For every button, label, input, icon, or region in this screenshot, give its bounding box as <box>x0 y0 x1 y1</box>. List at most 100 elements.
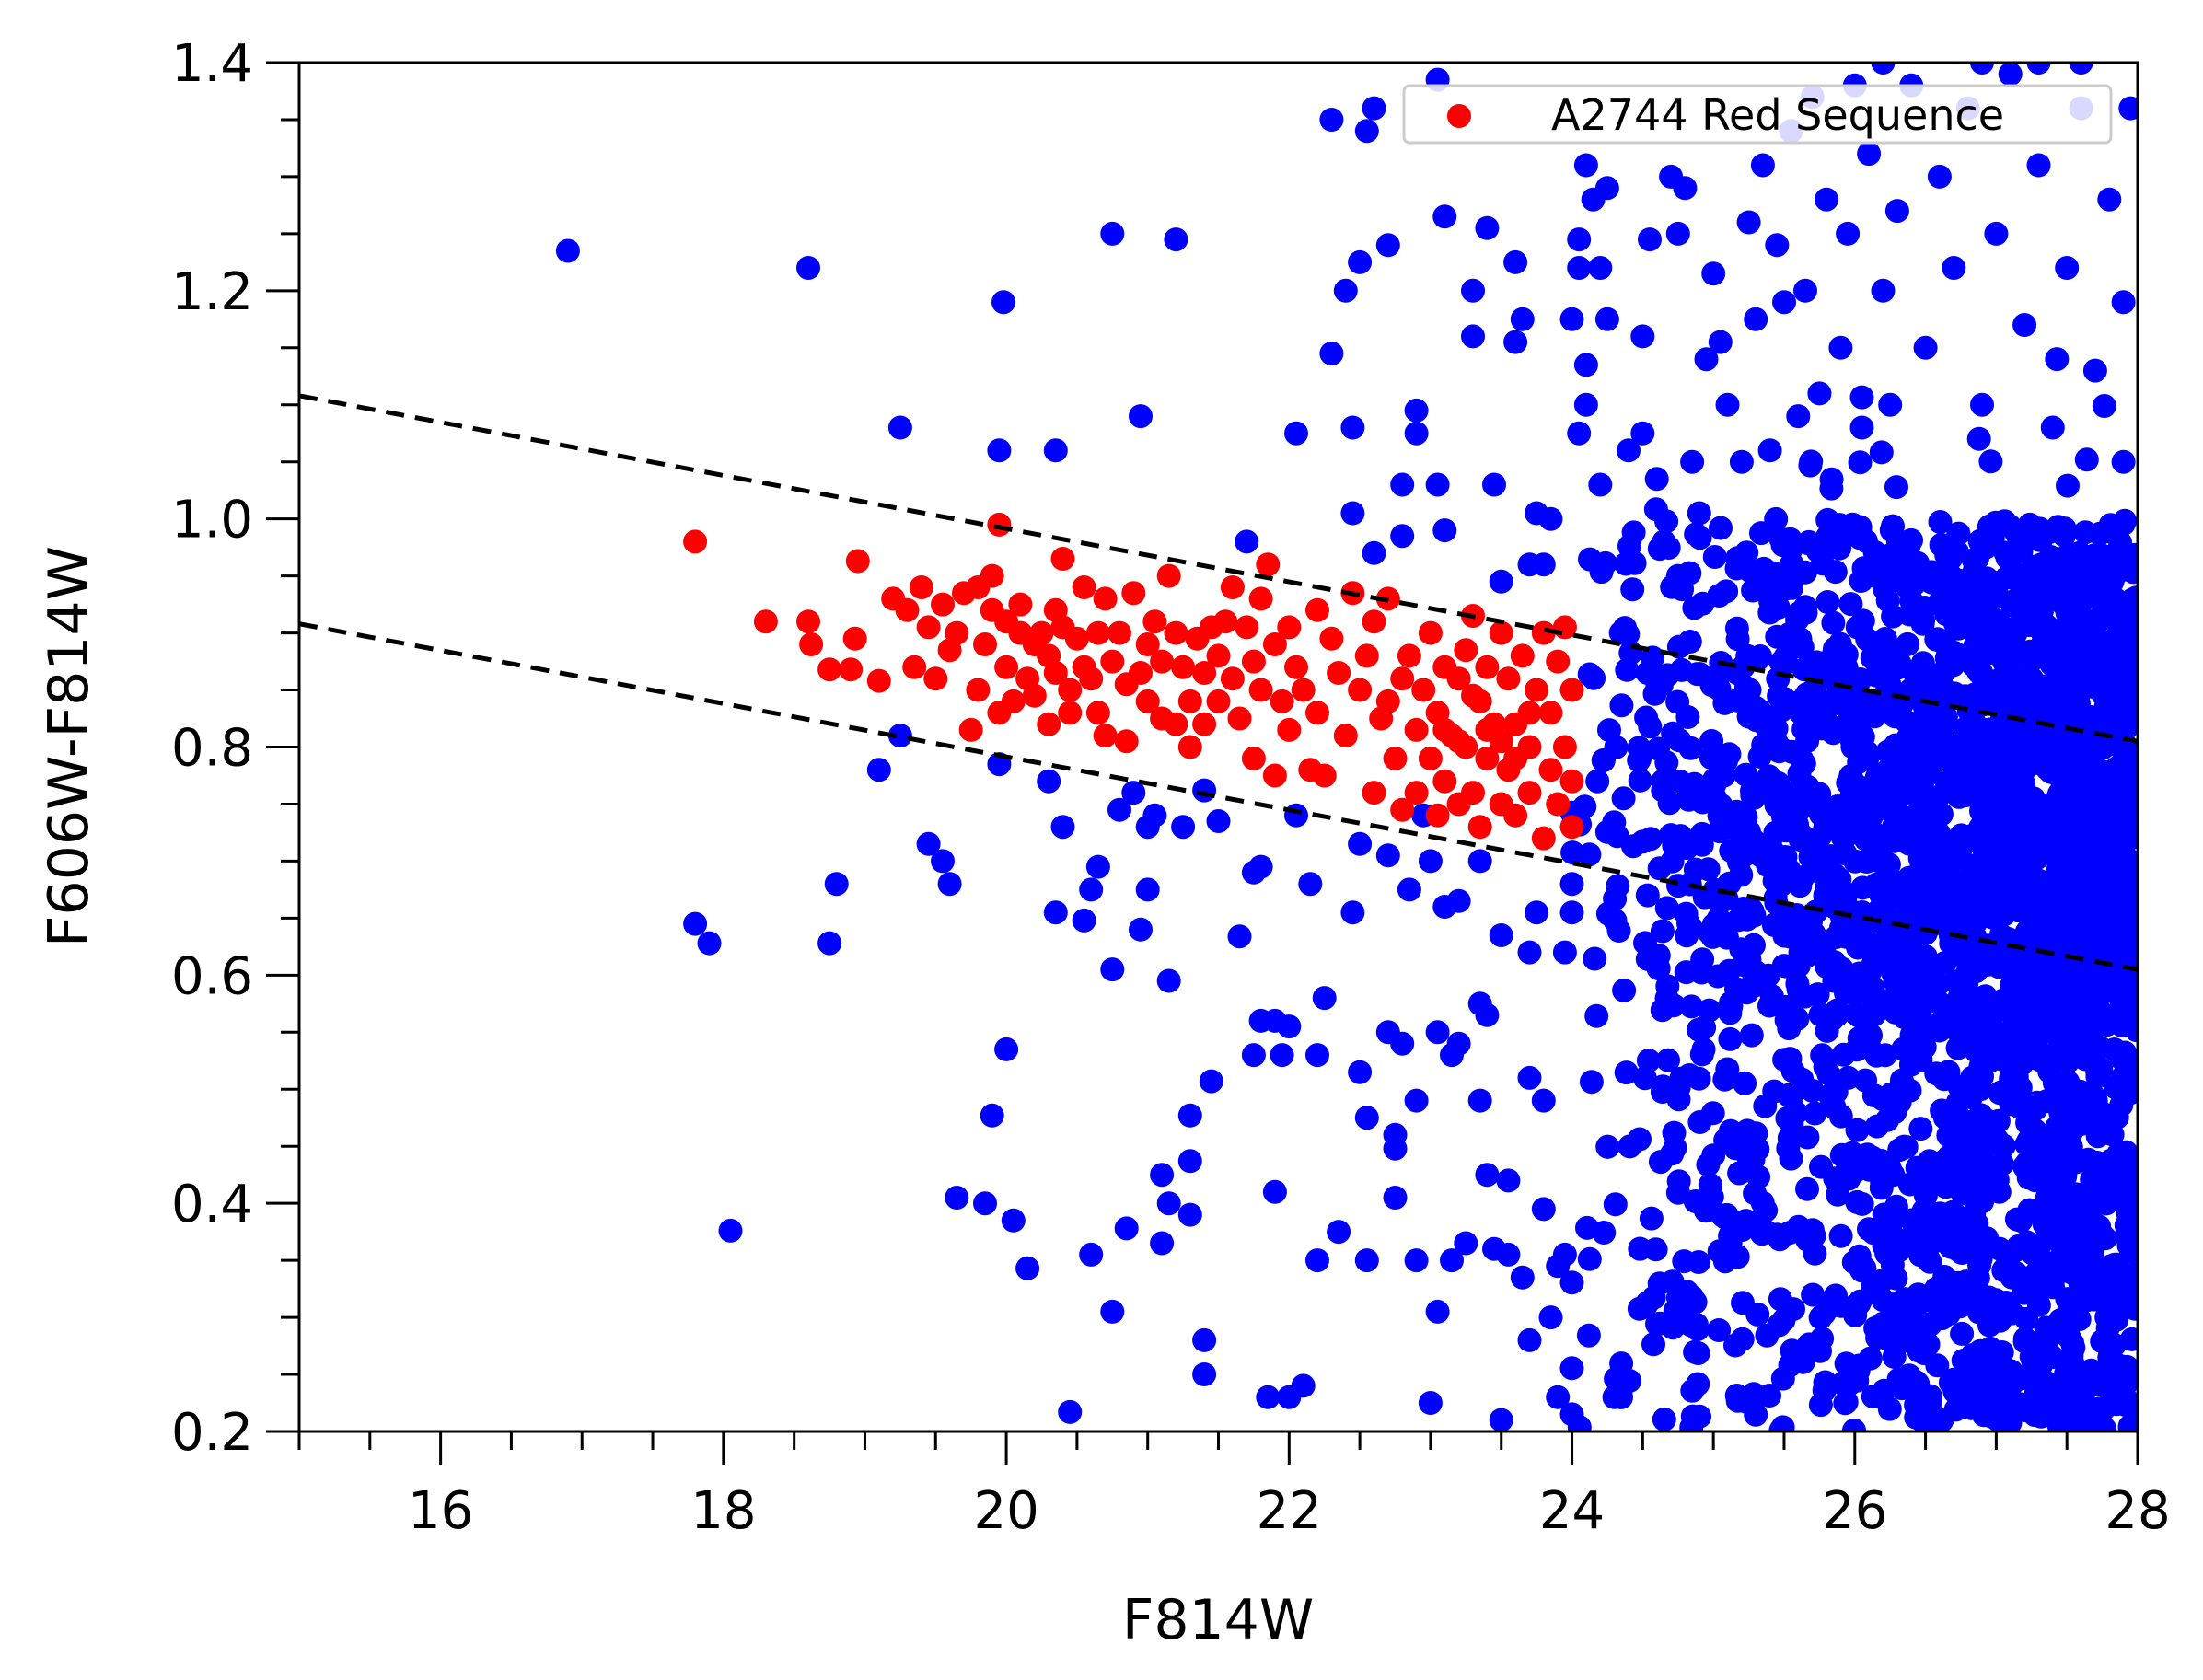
red-sequence-point <box>958 717 983 742</box>
red-sequence-point <box>1525 678 1549 702</box>
x-tick-label: 28 <box>2104 1481 2170 1541</box>
red-sequence-point <box>1559 678 1584 702</box>
all-sources-point <box>1177 1103 1202 1128</box>
all-sources-point <box>1730 1327 1755 1351</box>
all-sources-point <box>1702 545 1727 569</box>
red-sequence-point <box>1164 712 1188 736</box>
all-sources-point <box>2014 1132 2039 1157</box>
all-sources-point <box>1635 1291 1660 1315</box>
all-sources-point <box>1729 449 1754 474</box>
all-sources-point <box>1750 153 1775 178</box>
y-axis: 0.2 0.4 0.6 0.8 1.0 1.2 1.4 <box>171 34 299 1463</box>
all-sources-point <box>1837 1166 1861 1191</box>
all-sources-point <box>2044 1013 2069 1037</box>
x-tick-label: 26 <box>1822 1481 1887 1541</box>
all-sources-point <box>1881 604 1906 629</box>
all-sources-point <box>1298 872 1323 897</box>
all-sources-point <box>1913 335 1938 360</box>
all-sources-point <box>1834 1390 1859 1414</box>
all-sources-point <box>2047 828 2072 852</box>
all-sources-point <box>1917 754 1942 779</box>
red-sequence-point <box>1404 781 1429 805</box>
all-sources-point <box>1823 560 1848 585</box>
all-sources-point <box>1559 1270 1584 1295</box>
all-sources-point <box>1912 596 1937 620</box>
all-sources-point <box>1779 575 1803 600</box>
red-sequence-point <box>1546 649 1571 674</box>
red-sequence-point <box>845 549 870 574</box>
all-sources-point <box>1655 974 1680 999</box>
all-sources-point <box>1717 1234 1742 1259</box>
all-sources-point <box>931 849 955 874</box>
all-sources-point <box>1114 1216 1139 1241</box>
all-sources-point <box>1848 450 1873 475</box>
all-sources-point <box>2114 1008 2138 1033</box>
red-sequence-point <box>1418 620 1443 645</box>
all-sources-point <box>1970 1064 1994 1089</box>
all-sources-point <box>1942 1280 1966 1305</box>
all-sources-point <box>1715 392 1740 417</box>
all-sources-point <box>1960 1343 1985 1367</box>
red-sequence-boundaries <box>299 393 2138 972</box>
all-sources-point <box>1390 472 1415 497</box>
all-sources-point <box>1531 1088 1556 1113</box>
all-sources-point <box>2083 608 2108 633</box>
all-sources-point <box>2006 810 2031 835</box>
all-sources-point <box>2052 516 2077 541</box>
all-sources-point <box>1786 977 1811 1002</box>
all-sources-point <box>1617 438 1641 463</box>
all-sources-point <box>2116 1233 2138 1257</box>
red-sequence-point <box>1043 661 1068 685</box>
all-sources-point <box>1983 1390 2008 1415</box>
upper-boundary-line <box>299 393 2138 744</box>
all-sources-point <box>1440 1248 1464 1273</box>
all-sources-point <box>1884 475 1908 500</box>
all-sources-point <box>1702 772 1727 797</box>
all-sources-point <box>1679 994 1704 1019</box>
all-sources-point <box>1703 877 1727 902</box>
red-sequence-point <box>866 668 891 693</box>
legend: A2744 Red Sequence <box>1402 84 2113 145</box>
red-sequence-point <box>1085 620 1110 645</box>
all-sources-point <box>1725 547 1750 572</box>
all-sources-point <box>1489 1408 1513 1431</box>
all-sources-point <box>2040 415 2065 440</box>
red-sequence-point <box>1121 581 1146 606</box>
all-sources-point <box>1657 791 1682 816</box>
all-sources-point <box>1888 979 1913 1004</box>
all-sources-point <box>1635 883 1660 908</box>
all-sources-point <box>1496 1168 1521 1193</box>
legend-entry-red-sequence: A2744 Red Sequence <box>1551 90 2004 140</box>
all-sources-point <box>1965 1266 1990 1291</box>
red-sequence-point <box>1425 803 1450 828</box>
all-sources-point <box>1848 515 1873 539</box>
all-sources-point <box>2025 1361 2050 1386</box>
all-sources-point <box>1666 1169 1691 1194</box>
all-sources-point <box>1815 590 1840 614</box>
all-sources-point <box>1588 472 1613 497</box>
all-sources-point <box>1831 1042 1856 1067</box>
red-sequence-point <box>1375 689 1400 713</box>
all-sources-point <box>1930 1408 1954 1431</box>
all-sources-point <box>2004 1207 2029 1232</box>
all-sources-point <box>1517 940 1542 965</box>
all-sources-point <box>1552 940 1577 965</box>
x-axis: 16 18 20 22 24 26 28 <box>297 1431 2171 1541</box>
all-sources-point <box>1559 307 1584 331</box>
all-sources-point <box>1762 1079 1787 1104</box>
all-sources-point <box>2041 729 2066 754</box>
x-axis-label: F814W <box>1122 1588 1314 1652</box>
red-sequence-point <box>1397 643 1421 668</box>
all-sources-point <box>1674 960 1699 985</box>
all-sources-point <box>1847 1025 1872 1050</box>
all-sources-point <box>2122 1419 2138 1431</box>
all-sources-point <box>1833 841 1858 866</box>
all-sources-point <box>1621 520 1646 545</box>
all-sources-point <box>1256 1385 1281 1409</box>
all-sources-point <box>1889 1068 1914 1093</box>
all-sources-point <box>1634 705 1659 730</box>
all-sources-point <box>2021 867 2046 892</box>
all-sources-point <box>1432 204 1457 229</box>
y-tick-label: 0.6 <box>171 946 253 1006</box>
